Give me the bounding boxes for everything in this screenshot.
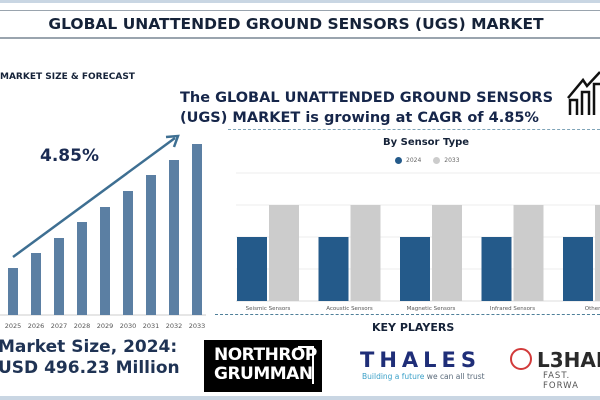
l3harris-globe-icon [510, 348, 532, 370]
x-tick-label: Magnetic Sensors [407, 306, 456, 312]
legend-swatch [433, 157, 441, 164]
tagline-b: we can all trust [424, 372, 485, 381]
tagline-a: Building a future [362, 372, 425, 381]
forecast-bar-2033 [192, 144, 202, 315]
bar-2033-0 [269, 205, 299, 301]
logo-text: NORTHROP [214, 345, 317, 365]
divider [215, 314, 600, 315]
trend-arrow-head [165, 134, 180, 148]
forecast-bar-2028 [77, 222, 87, 315]
key-players-title: KEY PLAYERS [372, 321, 455, 334]
thales-tagline: Building a future we can all trust [362, 372, 485, 381]
top-border [0, 0, 600, 3]
bar-2033-4 [595, 205, 600, 301]
market-size-value: USD 496.23 Million [0, 358, 180, 378]
divider [228, 129, 600, 130]
forecast-bar-2026 [31, 253, 41, 315]
legend-swatch [395, 157, 402, 164]
forecast-bar-2032 [169, 160, 179, 315]
forecast-bar-2030 [123, 191, 133, 315]
x-tick-label: 2026 [28, 322, 45, 330]
bar-2033-2 [432, 205, 462, 301]
sensor-type-chart: Seismic Sensors Acoustic Sensors Magnetic … [236, 172, 600, 312]
bar-2024-1 [318, 237, 349, 301]
legend-label: 2024 [406, 157, 422, 164]
x-tick-label: 2027 [51, 322, 68, 330]
bar-2033-1 [350, 205, 381, 301]
legend-label: 2033 [444, 157, 460, 164]
x-tick-label: Infrared Sensors [490, 306, 535, 312]
bar-2024-0 [237, 237, 267, 301]
forecast-bar-2029 [100, 207, 110, 315]
bottom-border [0, 396, 600, 400]
forecast-bar-2031 [146, 175, 156, 315]
legend: 2024 2033 [395, 157, 460, 164]
logo-text: GRUMMAN [214, 364, 313, 384]
growth-chart-icon [567, 71, 600, 115]
trend-arrow-icon [12, 136, 176, 259]
legend-item-2024: 2024 [395, 157, 421, 164]
x-tick-label: 2028 [74, 322, 91, 330]
headline: The GLOBAL UNATTENDED GROUND SENSORS (UG… [180, 90, 554, 126]
bar-2024-4 [563, 237, 593, 301]
bar-2024-2 [400, 237, 430, 301]
x-tick-label: Acoustic Sensors [326, 306, 373, 312]
bar-2024-3 [481, 237, 512, 301]
l3harris-tagline: FAST. FORWA [543, 371, 579, 391]
northrop-grumman-logo: NORTHROP GRUMMAN [204, 340, 322, 392]
title-bar: GLOBAL UNATTENDED GROUND SENSORS (UGS) M… [0, 10, 600, 39]
x-tick-label: Seismic Sensors [246, 306, 291, 312]
x-tick-label: 2032 [166, 322, 183, 330]
x-tick-label: 2030 [120, 322, 137, 330]
forecast-bar-2027 [54, 238, 64, 315]
cagr-value: 4.85% [40, 146, 99, 166]
chart-title: By Sensor Type [383, 137, 470, 148]
forecast-chart: 2025 2026 2027 2028 2029 2030 2031 2032 2033 [0, 134, 206, 330]
section-label: MARKET SIZE & FORECAST [0, 72, 135, 82]
x-tick-label: 2029 [97, 322, 114, 330]
forecast-bar-2025 [8, 268, 18, 315]
logo-frame [298, 346, 314, 384]
thales-logo: THALES [360, 348, 482, 372]
page-title: GLOBAL UNATTENDED GROUND SENSORS (UGS) M… [48, 15, 544, 33]
x-tick-label: Others [585, 306, 600, 312]
x-tick-label: 2033 [189, 322, 206, 330]
x-tick-label: 2031 [143, 322, 160, 330]
l3harris-logo: L3HAR [537, 348, 600, 372]
market-size-label: Market Size, 2024: [0, 337, 178, 357]
bar-2033-3 [513, 205, 544, 301]
legend-item-2033: 2033 [433, 157, 460, 164]
x-tick-label: 2025 [5, 322, 22, 330]
